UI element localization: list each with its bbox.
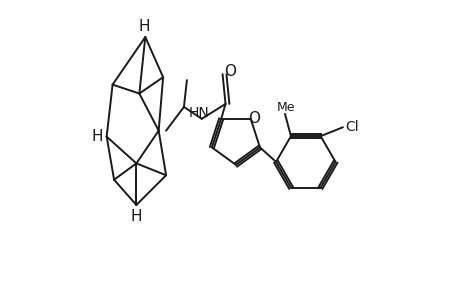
Text: H: H — [138, 19, 149, 34]
Text: Me: Me — [277, 101, 295, 114]
Text: HN: HN — [188, 106, 209, 120]
Text: H: H — [130, 209, 142, 224]
Text: H: H — [91, 129, 102, 144]
Text: O: O — [224, 64, 235, 79]
Text: Cl: Cl — [344, 120, 358, 134]
Text: O: O — [248, 111, 260, 126]
